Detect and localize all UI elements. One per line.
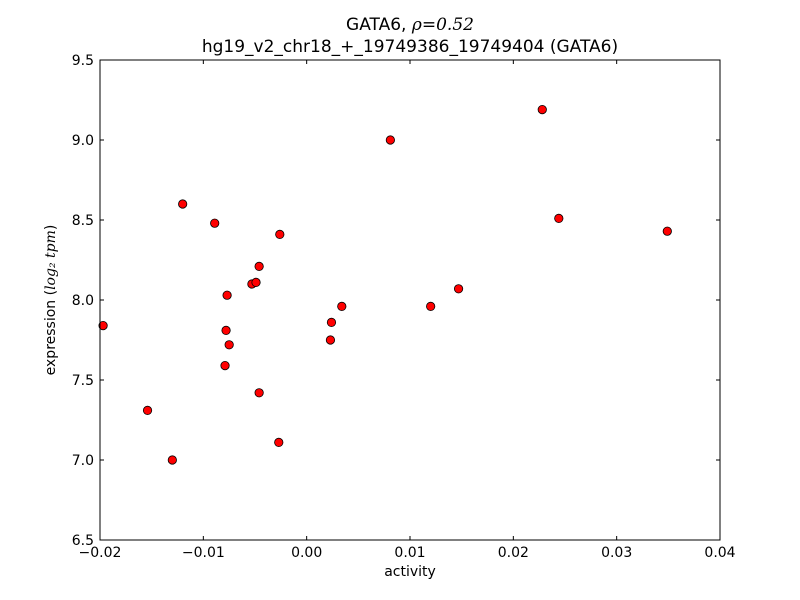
data-point [220, 360, 230, 371]
data-point [274, 437, 284, 447]
data-points [98, 105, 672, 465]
data-point [337, 301, 347, 311]
data-point [325, 335, 336, 345]
y-tick-label: 6.5 [72, 533, 94, 549]
y-tick-label: 8.0 [72, 293, 94, 309]
data-point [210, 218, 220, 228]
data-point [275, 229, 285, 239]
x-tick-label: 0.03 [601, 545, 632, 561]
plot-frame [99, 59, 721, 541]
x-tick-label: −0.01 [182, 545, 225, 561]
y-label-prefix: expression ( [43, 290, 59, 375]
y-tick-label: 9.0 [72, 133, 94, 149]
data-point [98, 320, 108, 331]
data-point [224, 340, 234, 350]
data-point [222, 290, 232, 300]
data-point [254, 261, 264, 271]
data-point [254, 388, 264, 398]
x-tick-label: 0.04 [704, 545, 735, 561]
data-point [554, 213, 564, 223]
y-label-suffix: ) [43, 225, 59, 230]
data-point [537, 105, 547, 115]
title-prefix: GATA6, [346, 15, 412, 35]
data-point [178, 199, 188, 209]
chart-title-line2: hg19_v2_chr18_+_19749386_19749404 (GATA6… [202, 37, 618, 57]
axis-ticks: −0.02 −0.01 0.00 0.01 0.02 0.03 0.04 6.5 7.0 7.5 8… [72, 53, 736, 561]
data-point [167, 455, 177, 465]
title-rho: ρ=0.52 [411, 15, 474, 35]
data-point [251, 277, 261, 287]
y-tick-label: 8.5 [72, 213, 94, 229]
data-point [326, 317, 337, 327]
data-point [662, 226, 672, 236]
x-tick-label: 0.01 [394, 545, 425, 561]
x-tick-label: 0.02 [498, 545, 529, 561]
chart-title-line1: GATA6, ρ=0.52 [346, 15, 474, 35]
x-tick-label: 0.00 [291, 545, 322, 561]
y-tick-label: 9.5 [72, 53, 94, 69]
x-axis-label: activity [384, 564, 436, 580]
data-point [221, 325, 231, 335]
y-tick-label: 7.5 [72, 373, 94, 389]
y-axis-label: expression (log₂ tpm) [43, 225, 59, 376]
y-label-math: log₂ tpm [43, 230, 59, 290]
x-tick-label: −0.02 [79, 545, 122, 561]
data-point [426, 301, 436, 311]
data-point [142, 405, 153, 415]
data-point [385, 135, 395, 145]
data-point [453, 284, 464, 294]
y-tick-label: 7.0 [72, 453, 94, 469]
